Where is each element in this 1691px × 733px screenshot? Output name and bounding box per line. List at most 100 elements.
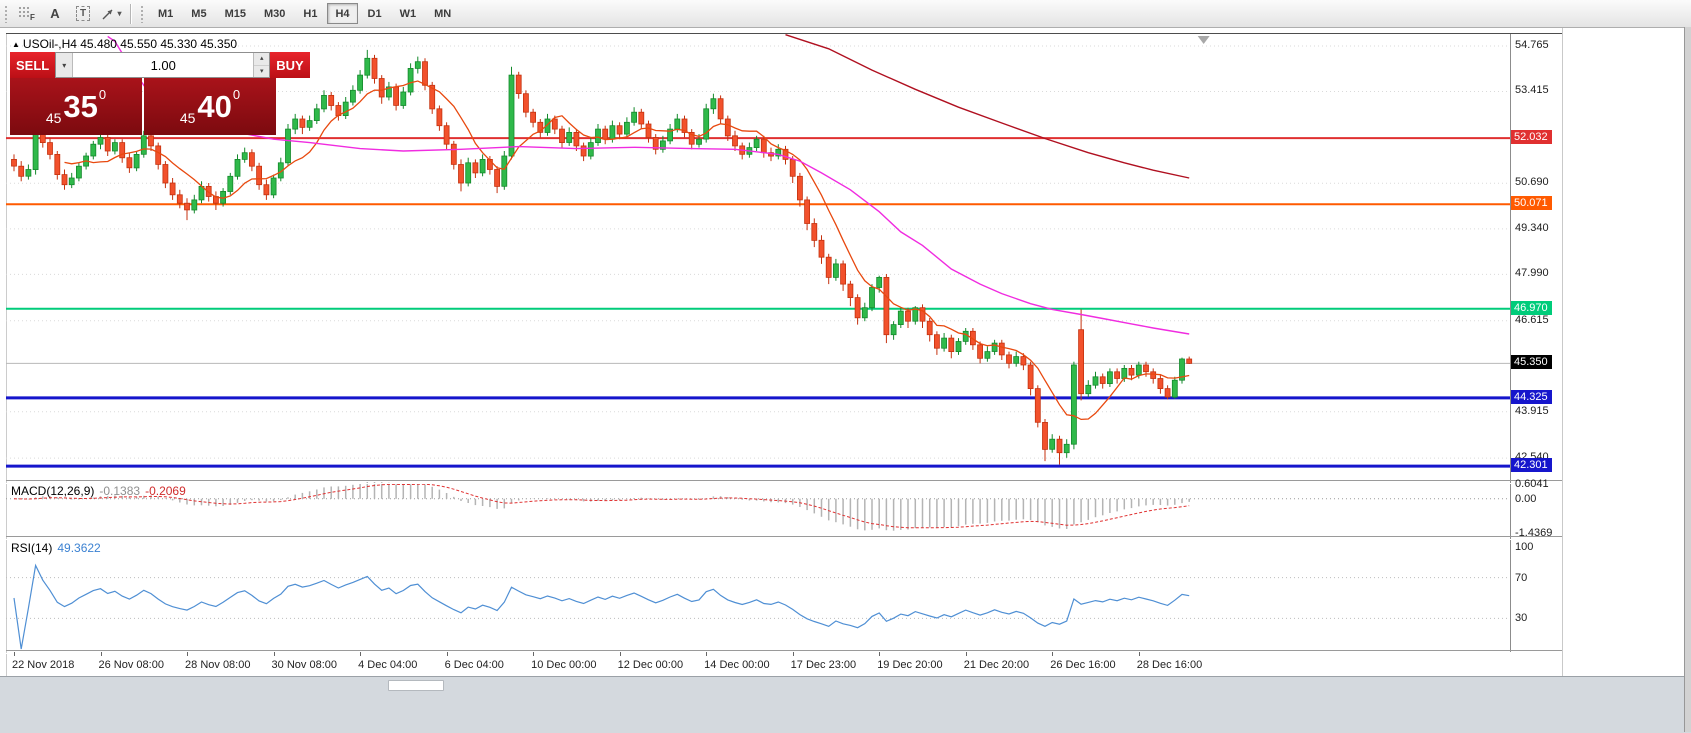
time-axis-label: 12 Dec 00:00	[617, 659, 684, 671]
price-tag: 52.032	[1511, 130, 1552, 145]
timeframe-h4-button[interactable]: H4	[327, 3, 358, 24]
axis-scale-label: 43.915	[1515, 404, 1549, 417]
time-axis-tick	[1052, 652, 1054, 656]
axis-scale-label: 49.340	[1515, 221, 1549, 234]
lot-dropdown-button[interactable]: ▾	[56, 53, 74, 77]
time-axis-label: 22 Nov 2018	[12, 659, 75, 671]
price-tag: 44.325	[1511, 389, 1552, 404]
timeframe-m30-button[interactable]: M30	[256, 3, 293, 24]
axis-scale-label: 0.6041	[1515, 478, 1549, 491]
price-tag: 42.301	[1511, 458, 1552, 473]
time-axis-tick	[446, 652, 448, 656]
svg-text:F: F	[30, 13, 35, 21]
macd-label: MACD(12,26,9) -0.1383 -0.2069	[11, 484, 186, 498]
arrow-line-icon	[102, 9, 113, 19]
rsi-name: RSI(14)	[11, 541, 53, 555]
dots-grid-icon: F	[19, 7, 35, 21]
time-axis-tick	[1138, 652, 1140, 656]
sell-price-display[interactable]: 45 35 0	[10, 78, 142, 135]
rsi-label: RSI(14) 49.3622	[11, 541, 101, 555]
panel-separator[interactable]	[6, 480, 1562, 484]
rsi-value: 49.3622	[57, 541, 101, 555]
time-axis-tick	[273, 652, 275, 656]
price-chart[interactable]	[6, 33, 1510, 480]
letter-a-icon: A	[50, 6, 60, 21]
symbol-arrow-icon: ▲	[12, 40, 20, 49]
time-axis-label: 6 Dec 04:00	[444, 659, 504, 671]
letter-t-icon: T	[75, 6, 91, 21]
price-tag: 45.350	[1511, 355, 1552, 370]
axis-scale-label: 30	[1515, 612, 1528, 625]
lot-increase-button[interactable]: ▴	[254, 53, 270, 66]
macd-name: MACD(12,26,9)	[11, 484, 95, 498]
time-axis-tick	[360, 652, 362, 656]
toolbar-separator	[130, 3, 131, 24]
axis-scale-label: 0.00	[1515, 492, 1537, 505]
timeframe-m5-button[interactable]: M5	[183, 3, 214, 24]
axis-scale-label: 54.765	[1515, 38, 1549, 51]
candlestick-chart	[6, 34, 1510, 468]
axis-scale-label: -1.4369	[1515, 527, 1553, 540]
time-axis-tick	[879, 652, 881, 656]
panel-separator[interactable]	[6, 650, 1562, 654]
macd-panel[interactable]	[6, 482, 1510, 536]
price-tag: 46.970	[1511, 300, 1552, 315]
time-axis-label: 21 Dec 20:00	[963, 659, 1030, 671]
timeframe-mn-button[interactable]: MN	[426, 3, 459, 24]
time-axis-tick	[792, 652, 794, 656]
axis-scale-label: 53.415	[1515, 84, 1549, 97]
text-box-tool-button[interactable]: T	[69, 2, 97, 26]
buy-price-sup: 0	[232, 87, 241, 102]
text-label-tool-button[interactable]: A	[41, 2, 69, 26]
sell-button[interactable]: SELL	[10, 52, 56, 78]
buy-price-big: 40	[197, 89, 232, 124]
caret-down-icon: ▾	[62, 60, 67, 70]
sell-price-small: 45	[45, 110, 62, 126]
time-axis-label: 17 Dec 23:00	[790, 659, 857, 671]
panel-separator[interactable]	[6, 536, 1562, 540]
lot-decrease-button[interactable]: ▾	[254, 65, 270, 77]
time-axis-label: 10 Dec 00:00	[531, 659, 597, 671]
buy-button[interactable]: BUY	[270, 52, 310, 78]
time-axis-label: 19 Dec 20:00	[877, 659, 943, 671]
time-axis-label: 26 Nov 08:00	[98, 659, 164, 671]
toolbar-grip[interactable]	[4, 4, 9, 23]
window-right-frame	[1684, 27, 1691, 732]
time-axis-tick	[706, 652, 708, 656]
axis-scale-label: 70	[1515, 571, 1528, 584]
buy-price-display[interactable]: 45 40 0	[144, 78, 276, 135]
time-axis[interactable]: 22 Nov 2018 26 Nov 08:00 28 Nov 08:00 30 No…	[0, 652, 1562, 676]
arrow-tool-button[interactable]: ▾	[97, 2, 125, 26]
timeframe-m15-button[interactable]: M15	[217, 3, 254, 24]
lot-spinner: ▴ ▾	[253, 53, 270, 77]
scrollbar-thumb[interactable]	[388, 680, 444, 691]
dots-grid-tool-button[interactable]: F	[13, 2, 41, 26]
buy-price-small: 45	[179, 110, 196, 126]
rsi-chart	[6, 563, 1510, 650]
rsi-panel[interactable]	[6, 538, 1510, 650]
price-tag: 50.071	[1511, 196, 1552, 211]
price-axis[interactable]: 54.765 53.415 50.690 49.340 47.990 46.615 43.9…	[1510, 0, 1600, 732]
time-axis-label: 4 Dec 04:00	[358, 659, 418, 671]
chart-shift-marker	[1197, 36, 1210, 44]
lot-size-input[interactable]	[73, 53, 254, 77]
timeframe-w1-button[interactable]: W1	[392, 3, 425, 24]
time-axis-tick	[100, 652, 102, 656]
macd-signal-value: -0.2069	[145, 484, 186, 498]
timeframe-m1-button[interactable]: M1	[150, 3, 181, 24]
quote-header: ▲ USOil-,H4 45.480 45.550 45.330 45.350	[12, 37, 237, 51]
chart-window-top-border	[6, 33, 1562, 34]
chart-window-right-border	[1562, 27, 1563, 676]
sell-price-sup: 0	[98, 87, 107, 102]
timeframe-h1-button[interactable]: H1	[295, 3, 325, 24]
time-axis-label: 14 Dec 00:00	[704, 659, 770, 671]
time-axis-label: 30 Nov 08:00	[271, 659, 337, 671]
axis-scale-label: 100	[1515, 541, 1534, 553]
time-axis-label: 26 Dec 16:00	[1050, 659, 1116, 671]
toolbar-grip[interactable]	[140, 4, 145, 23]
timeframe-d1-button[interactable]: D1	[360, 3, 390, 24]
lot-size-box: ▾ ▴ ▾	[55, 52, 271, 78]
macd-chart	[6, 482, 1510, 531]
caret-down-icon: ▾	[117, 9, 122, 18]
